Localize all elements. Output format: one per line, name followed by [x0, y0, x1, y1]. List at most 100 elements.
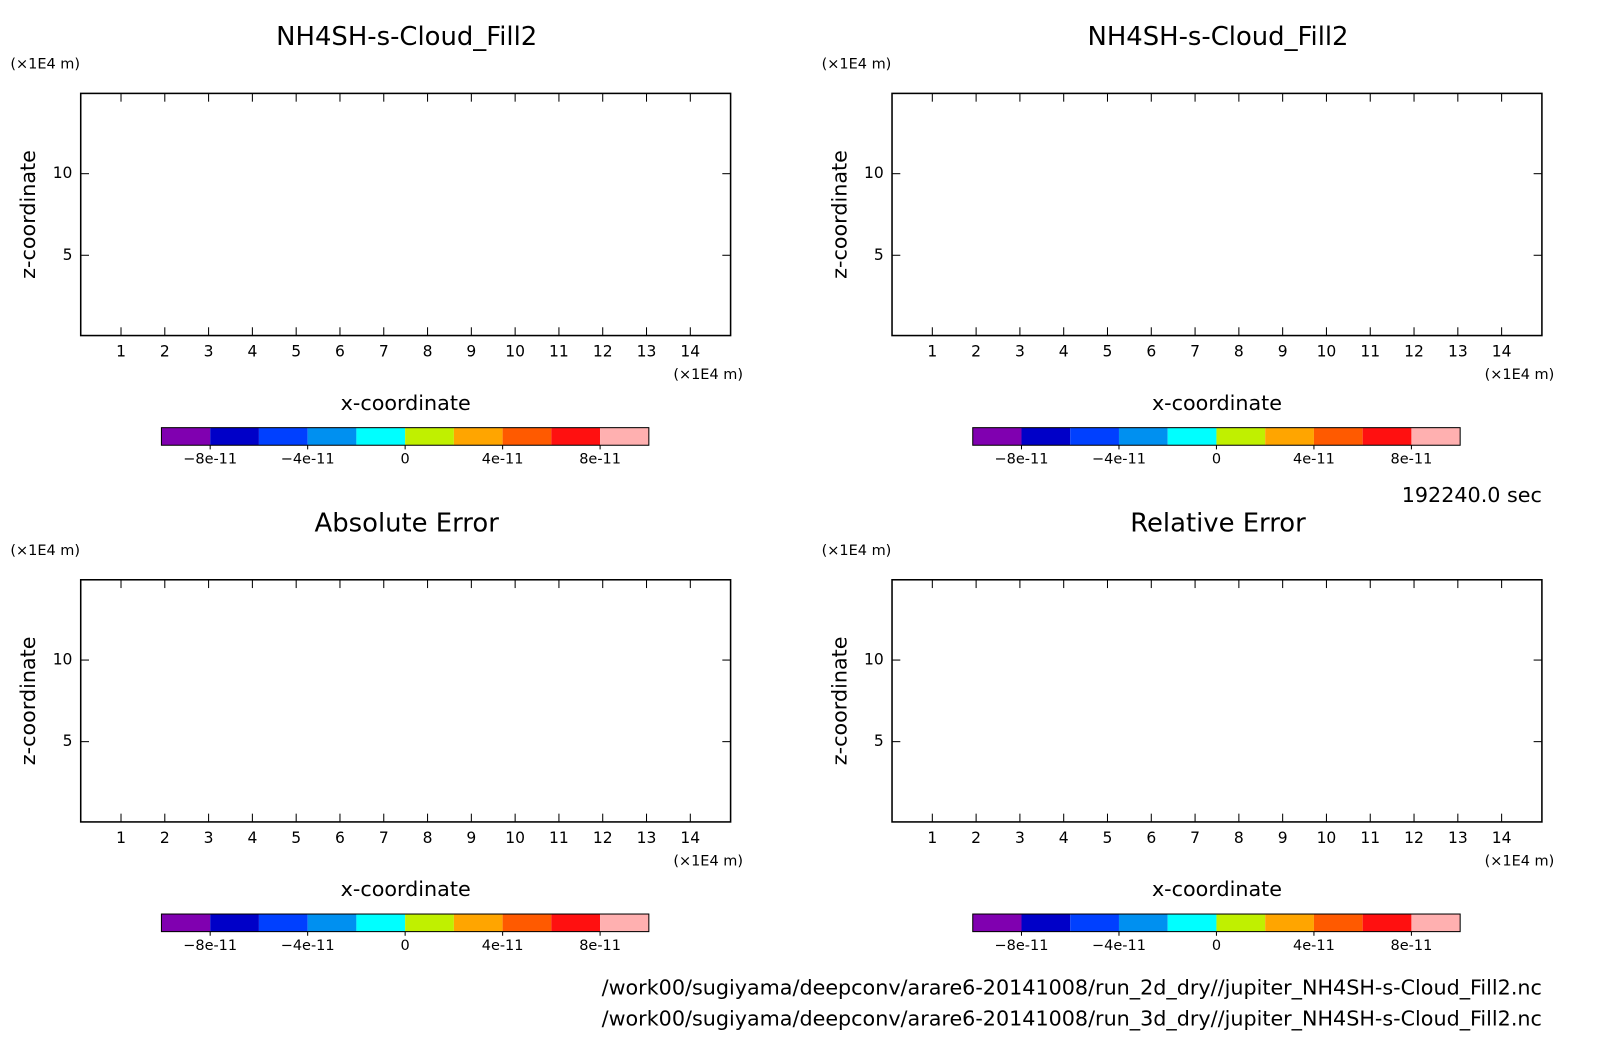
colorbar-segment: [502, 914, 552, 932]
colorbar-segment: [307, 914, 357, 932]
colorbar-segment: [1118, 914, 1168, 932]
colorbar-segment: [1021, 914, 1071, 932]
colorbar-segment: [1118, 427, 1168, 446]
colorbar-tick-label: −4e-11: [1092, 452, 1146, 468]
colorbar-segment: [356, 427, 406, 446]
y-unit: (×1E4 m): [822, 56, 892, 72]
x-tick-label: 7: [379, 343, 389, 361]
x-tick-label: 5: [1103, 343, 1113, 361]
x-tick-label: 10: [1317, 343, 1337, 361]
x-tick-label: 10: [505, 829, 525, 847]
panel-title: NH4SH-s-Cloud_Fill2: [276, 22, 537, 52]
colorbar-segment: [1265, 914, 1314, 932]
colorbar-tick-label: −4e-11: [1092, 938, 1146, 954]
colorbar-segment: [1411, 427, 1461, 446]
colorbar-segment: [1265, 427, 1314, 446]
colorbar-segment: [1411, 914, 1461, 932]
colorbar-tick-label: 4e-11: [1293, 452, 1335, 468]
x-axis-label: x-coordinate: [1152, 877, 1282, 901]
colorbar-segment: [210, 914, 259, 932]
x-tick-label: 12: [1404, 343, 1424, 361]
colorbar-segment: [551, 914, 601, 932]
colorbar-tick-label: −8e-11: [995, 938, 1049, 954]
colorbar-segment: [258, 427, 308, 446]
colorbar-tick-label: −4e-11: [281, 452, 335, 468]
colorbar-tick-label: 0: [401, 452, 410, 468]
x-tick-label: 1: [927, 343, 937, 361]
colorbar-segment: [502, 427, 552, 446]
x-tick-label: 3: [1015, 343, 1025, 361]
colorbar-segment: [972, 914, 1022, 932]
x-tick-label: 12: [1404, 829, 1424, 847]
colorbar-segment: [258, 914, 308, 932]
colorbar-tick-label: 8e-11: [579, 938, 621, 954]
y-tick-label: 5: [63, 732, 73, 750]
panel-title: Absolute Error: [315, 508, 500, 538]
x-tick-label: 2: [971, 829, 981, 847]
x-tick-label: 14: [680, 829, 700, 847]
y-unit: (×1E4 m): [822, 543, 892, 559]
time-label: 192240.0 sec: [1402, 483, 1542, 507]
x-tick-label: 10: [505, 343, 525, 361]
x-tick-label: 8: [423, 829, 433, 847]
plot-frame: [891, 579, 1543, 823]
x-tick-label: 12: [593, 343, 613, 361]
x-tick-label: 6: [1146, 343, 1156, 361]
x-tick-label: 5: [291, 343, 301, 361]
colorbar-segment: [1167, 427, 1217, 446]
plot-frame: [79, 579, 732, 823]
x-tick-label: 4: [247, 829, 257, 847]
colorbar-tick-label: 0: [401, 938, 410, 954]
colorbar-tick-label: 4e-11: [482, 938, 524, 954]
x-tick-label: 14: [680, 343, 700, 361]
y-tick-label: 10: [53, 164, 73, 182]
x-tick-label: 5: [291, 829, 301, 847]
y-axis-label: z-coordinate: [827, 150, 851, 279]
x-tick-label: 14: [1492, 829, 1512, 847]
colorbar-tick-label: −4e-11: [281, 938, 335, 954]
x-tick-label: 3: [204, 829, 214, 847]
x-tick-label: 14: [1492, 343, 1512, 361]
colorbar-segment: [453, 914, 503, 932]
x-tick-label: 8: [1234, 343, 1244, 361]
x-tick-label: 12: [593, 829, 613, 847]
colorbar-segment: [1216, 427, 1266, 446]
colorbar-tick-label: 4e-11: [482, 452, 524, 468]
x-tick-label: 6: [1146, 829, 1156, 847]
y-tick-label: 10: [864, 651, 884, 669]
x-tick-label: 4: [247, 343, 257, 361]
x-unit: (×1E4 m): [673, 853, 743, 869]
colorbar-segment: [600, 914, 649, 932]
x-tick-label: 1: [116, 829, 126, 847]
x-tick-label: 11: [1360, 829, 1380, 847]
colorbar-tick-label: 8e-11: [1391, 452, 1433, 468]
x-tick-label: 9: [1278, 343, 1288, 361]
colorbar-segment: [972, 427, 1022, 446]
x-tick-label: 11: [549, 829, 569, 847]
x-unit: (×1E4 m): [1485, 367, 1555, 383]
x-tick-label: 1: [116, 343, 126, 361]
x-tick-label: 9: [466, 343, 476, 361]
x-tick-label: 6: [335, 343, 345, 361]
y-unit: (×1E4 m): [10, 543, 80, 559]
colorbar-segment: [551, 427, 601, 446]
colorbar-tick-label: 8e-11: [579, 452, 621, 468]
y-tick-label: 5: [63, 246, 73, 264]
colorbar-segment: [1362, 914, 1412, 932]
colorbar-segment: [600, 427, 649, 446]
panel-title: Relative Error: [1130, 508, 1306, 538]
colorbar-tick-label: −8e-11: [183, 452, 237, 468]
colorbar-segment: [356, 914, 406, 932]
y-tick-label: 10: [864, 164, 884, 182]
x-unit: (×1E4 m): [1485, 853, 1555, 869]
x-tick-label: 3: [204, 343, 214, 361]
colorbar-segment: [1070, 427, 1119, 446]
x-tick-label: 9: [466, 829, 476, 847]
colorbar-tick-label: 0: [1212, 452, 1221, 468]
plot-frame: [891, 92, 1543, 337]
x-tick-label: 4: [1059, 343, 1069, 361]
x-tick-label: 13: [1448, 829, 1468, 847]
x-tick-label: 9: [1278, 829, 1288, 847]
colorbar-segment: [210, 427, 259, 446]
